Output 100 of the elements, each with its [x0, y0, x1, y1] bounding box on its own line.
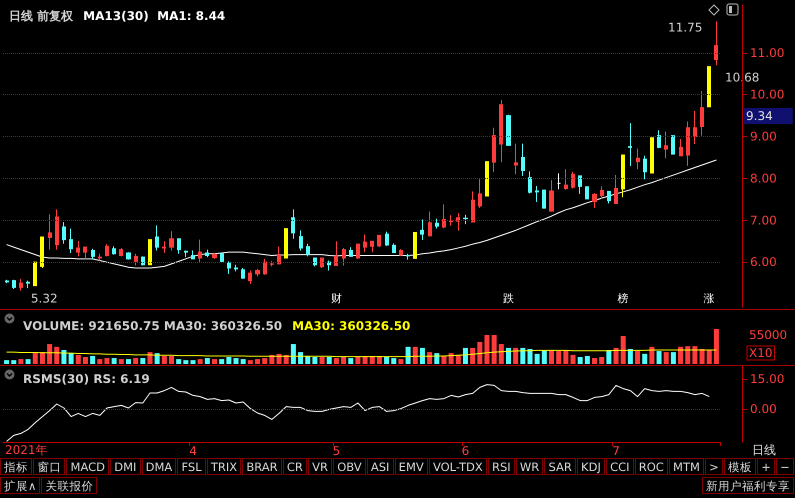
candlestick [370, 240, 374, 253]
bar [326, 357, 332, 364]
text: EMV [394, 458, 428, 475]
text: ROC [634, 458, 668, 475]
y-tick-label: 11.00 [750, 46, 784, 60]
bar [226, 357, 232, 364]
bar [614, 348, 619, 364]
y-tick-label: 0.00 [750, 402, 777, 416]
bar [506, 348, 511, 364]
candlestick [334, 240, 338, 266]
bar [154, 353, 160, 364]
bar [262, 358, 268, 364]
bar [219, 359, 224, 364]
chart-title: VOLUME: 921650.75 MA30: 360326.50 [23, 319, 282, 333]
bar [255, 359, 260, 364]
text: 9.34 [746, 109, 773, 123]
candlestick [714, 20, 718, 66]
bar [54, 346, 60, 364]
bar [685, 346, 690, 364]
candlestick [585, 186, 589, 200]
candlestick [499, 100, 503, 163]
candlestick [506, 114, 511, 146]
candlestick [385, 231, 389, 246]
bar [298, 352, 304, 364]
bar [147, 352, 152, 364]
candlestick [212, 252, 217, 260]
text: VR [308, 458, 332, 475]
bar [97, 359, 102, 364]
bar [406, 346, 411, 364]
bar [61, 350, 66, 364]
bar [427, 352, 432, 364]
candlestick [141, 256, 145, 266]
bar [11, 360, 16, 364]
text: 窗口 [33, 458, 66, 475]
candlestick [241, 268, 245, 280]
candlestick [456, 212, 460, 232]
bar [477, 342, 482, 364]
bar [664, 352, 669, 364]
bar [133, 358, 138, 364]
candlestick [162, 240, 166, 254]
candlestick [191, 250, 195, 260]
bar [520, 348, 526, 364]
candlestick [600, 186, 604, 200]
bar [548, 350, 554, 364]
bar [355, 357, 360, 364]
candlestick [291, 208, 295, 240]
candlestick [299, 230, 303, 251]
bar [700, 348, 705, 364]
candlestick [607, 190, 611, 204]
x-tick-label: 4 [189, 444, 197, 458]
candlestick [284, 228, 288, 258]
chart-subtitle: MA30: 360326.50 [292, 319, 410, 333]
text: 日线 [752, 443, 776, 457]
bar [484, 334, 490, 364]
candlestick [428, 211, 432, 238]
bar [570, 354, 576, 364]
text: ASI [366, 458, 394, 475]
candlestick [707, 66, 711, 108]
chart-title: 日线 前复权 [9, 9, 74, 23]
candlestick [12, 279, 16, 290]
bar [678, 346, 684, 364]
text: TRIX [206, 458, 242, 475]
candlestick [126, 252, 131, 260]
text: X10 [749, 346, 772, 360]
candlestick [420, 218, 424, 240]
bar [462, 348, 468, 364]
text: KDJ [576, 458, 605, 475]
bar [542, 350, 547, 364]
candlestick [69, 228, 73, 254]
bar [592, 358, 598, 364]
bar [198, 359, 203, 364]
bar [40, 352, 45, 364]
candlestick [184, 250, 188, 258]
bar [563, 350, 568, 364]
candlestick [557, 172, 561, 190]
text: WR [516, 458, 544, 475]
bar [692, 346, 698, 364]
candlestick [327, 260, 331, 272]
y-tick-label: 8.00 [750, 171, 777, 186]
text: 关联报价 [41, 477, 98, 494]
candlestick [277, 246, 281, 264]
bar [584, 356, 590, 364]
text: BRAR [242, 458, 282, 475]
line-series [6, 384, 710, 442]
candlestick [356, 244, 360, 260]
candlestick [248, 270, 252, 284]
candlestick [592, 192, 597, 209]
candlestick [55, 208, 59, 250]
text: RSI [488, 458, 515, 475]
text: 指标 [0, 458, 32, 475]
candlestick [392, 242, 396, 254]
bar [706, 350, 712, 364]
text: 55000 [749, 328, 788, 342]
bar [104, 358, 110, 364]
candlestick [528, 170, 532, 194]
bar [176, 359, 182, 364]
candlestick [449, 214, 453, 226]
bar [599, 357, 604, 364]
bar [635, 351, 640, 364]
candlestick [62, 221, 66, 244]
